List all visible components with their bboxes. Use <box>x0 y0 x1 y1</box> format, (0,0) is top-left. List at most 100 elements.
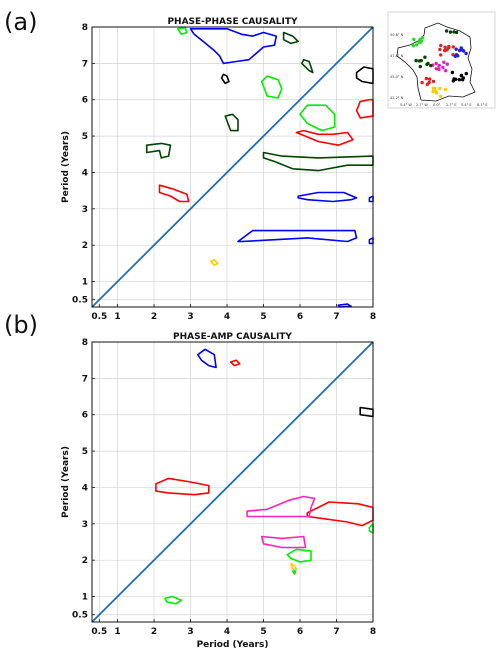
station-dot <box>450 70 455 75</box>
y-tick-label: 1 <box>82 278 88 288</box>
contour-2 <box>229 359 241 367</box>
station-dot <box>447 46 451 50</box>
station-dot <box>451 45 455 49</box>
y-axis-label: Period (Years) <box>61 446 71 518</box>
station-dot <box>418 64 422 69</box>
station-dot <box>438 94 443 99</box>
station-dot <box>444 69 448 73</box>
phase-amp-chart: 0.50.5 1 1 2 2 3 3 4 4 5 5 6 6 7 7 8 8 PHASE-AMP CAUSALIT… <box>61 332 376 650</box>
station-dot <box>444 29 449 33</box>
axes-frame <box>91 26 374 308</box>
y-tick-label: 6 <box>82 96 88 106</box>
x-tick-label: 2 <box>151 627 157 637</box>
x-tick-label: 8 <box>370 627 376 637</box>
contour-17 <box>237 229 358 243</box>
contour-7 <box>260 535 307 549</box>
station-dot <box>414 43 419 47</box>
x-tick-label: 1 <box>114 627 120 637</box>
station-dot <box>412 37 416 42</box>
y-tick-label: 7 <box>82 374 88 384</box>
station-dot <box>434 67 438 71</box>
contour-3 <box>282 31 299 45</box>
y-tick-label: 6 <box>82 411 88 421</box>
station-dot <box>431 89 435 94</box>
station-dot <box>431 79 436 84</box>
y-axis-label: Period (Years) <box>61 131 71 203</box>
station-dot <box>464 71 468 76</box>
y-tick-label: 3 <box>82 205 88 215</box>
y-tick-label: 0.5 <box>72 296 88 306</box>
y-tick-label: 8 <box>82 23 88 33</box>
station-dot <box>414 58 418 63</box>
station-dot <box>459 74 464 78</box>
station-dots <box>411 29 468 99</box>
y-tick-label: 0.5 <box>72 611 88 621</box>
chart-title: PHASE-PHASE CAUSALITY <box>167 17 298 27</box>
x-tick-label: 3 <box>187 312 193 322</box>
station-dot <box>457 78 461 82</box>
contour-10 <box>224 113 239 132</box>
contour-11 <box>291 570 297 575</box>
x-tick-label: 0.5 <box>91 627 107 637</box>
station-dot <box>456 54 460 58</box>
lon-tick-1: 5.4° W <box>400 103 412 107</box>
contour-13 <box>262 151 374 172</box>
y-tick-label: 4 <box>82 168 88 178</box>
station-dot <box>461 49 466 53</box>
station-dot <box>443 48 447 53</box>
lon-tick-5: 5.4° E <box>461 103 472 107</box>
station-dot <box>438 86 442 91</box>
station-dot <box>438 47 442 52</box>
station-dot <box>437 67 441 72</box>
x-tick-label: 6 <box>297 627 303 637</box>
contour-4 <box>155 477 210 496</box>
x-tick-label: 4 <box>224 312 230 322</box>
contour-10 <box>290 563 298 571</box>
station-dot <box>437 63 441 68</box>
panel-label-a: (a) <box>4 8 37 36</box>
phase-phase-chart: 0.50.5 1 1 2 2 3 3 4 4 5 5 6 6 7 7 8 8 PHASE-PHASE CAUSAL… <box>61 17 376 322</box>
x-tick-label: 1 <box>114 312 120 322</box>
x-tick-label: 0.5 <box>91 312 107 322</box>
x-tick-label: 6 <box>297 312 303 322</box>
contour-11 <box>295 129 354 146</box>
contour-12 <box>145 142 172 159</box>
lat-tick-4: 42.2° N <box>390 96 404 100</box>
station-dot <box>418 37 422 42</box>
lat-tick-2: 47.8° N <box>390 54 404 58</box>
station-dot <box>434 61 438 66</box>
y-tick-label: 8 <box>82 338 88 348</box>
contour-19 <box>209 258 219 266</box>
axes-frame <box>91 341 374 623</box>
y-tick-label: 3 <box>82 520 88 530</box>
contour-9 <box>286 548 312 563</box>
station-dot <box>425 82 430 87</box>
station-dot <box>454 30 459 35</box>
contour-12 <box>164 595 183 605</box>
contour-1 <box>189 28 278 65</box>
contour-14 <box>158 184 190 203</box>
station-dot <box>427 77 432 81</box>
lon-tick-3: 0.0° <box>433 103 441 107</box>
y-tick-label: 1 <box>82 593 88 603</box>
contour-15 <box>297 191 358 203</box>
x-tick-label: 5 <box>260 627 266 637</box>
france-inset-map: 50.6° N 47.8° N 45.0° N 42.2° N 5.4° W 2… <box>387 11 496 109</box>
panel-label-b: (b) <box>4 311 38 339</box>
station-dot <box>452 30 456 34</box>
y-tick-label: 4 <box>82 483 88 493</box>
station-dot <box>454 77 458 82</box>
contour-9 <box>299 104 336 132</box>
y-tick-label: 5 <box>82 447 88 457</box>
station-dot <box>442 60 446 64</box>
station-dot <box>425 62 429 67</box>
x-tick-label: 8 <box>370 312 376 322</box>
diagonal-line <box>91 26 374 308</box>
lon-tick-2: 2.7° W <box>416 103 428 107</box>
station-dot <box>420 80 424 85</box>
x-tick-label: 7 <box>333 627 339 637</box>
station-dot <box>459 46 463 50</box>
contour-2 <box>177 26 188 36</box>
chart-title: PHASE-AMP CAUSALITY <box>173 332 292 342</box>
station-dot <box>448 30 453 34</box>
